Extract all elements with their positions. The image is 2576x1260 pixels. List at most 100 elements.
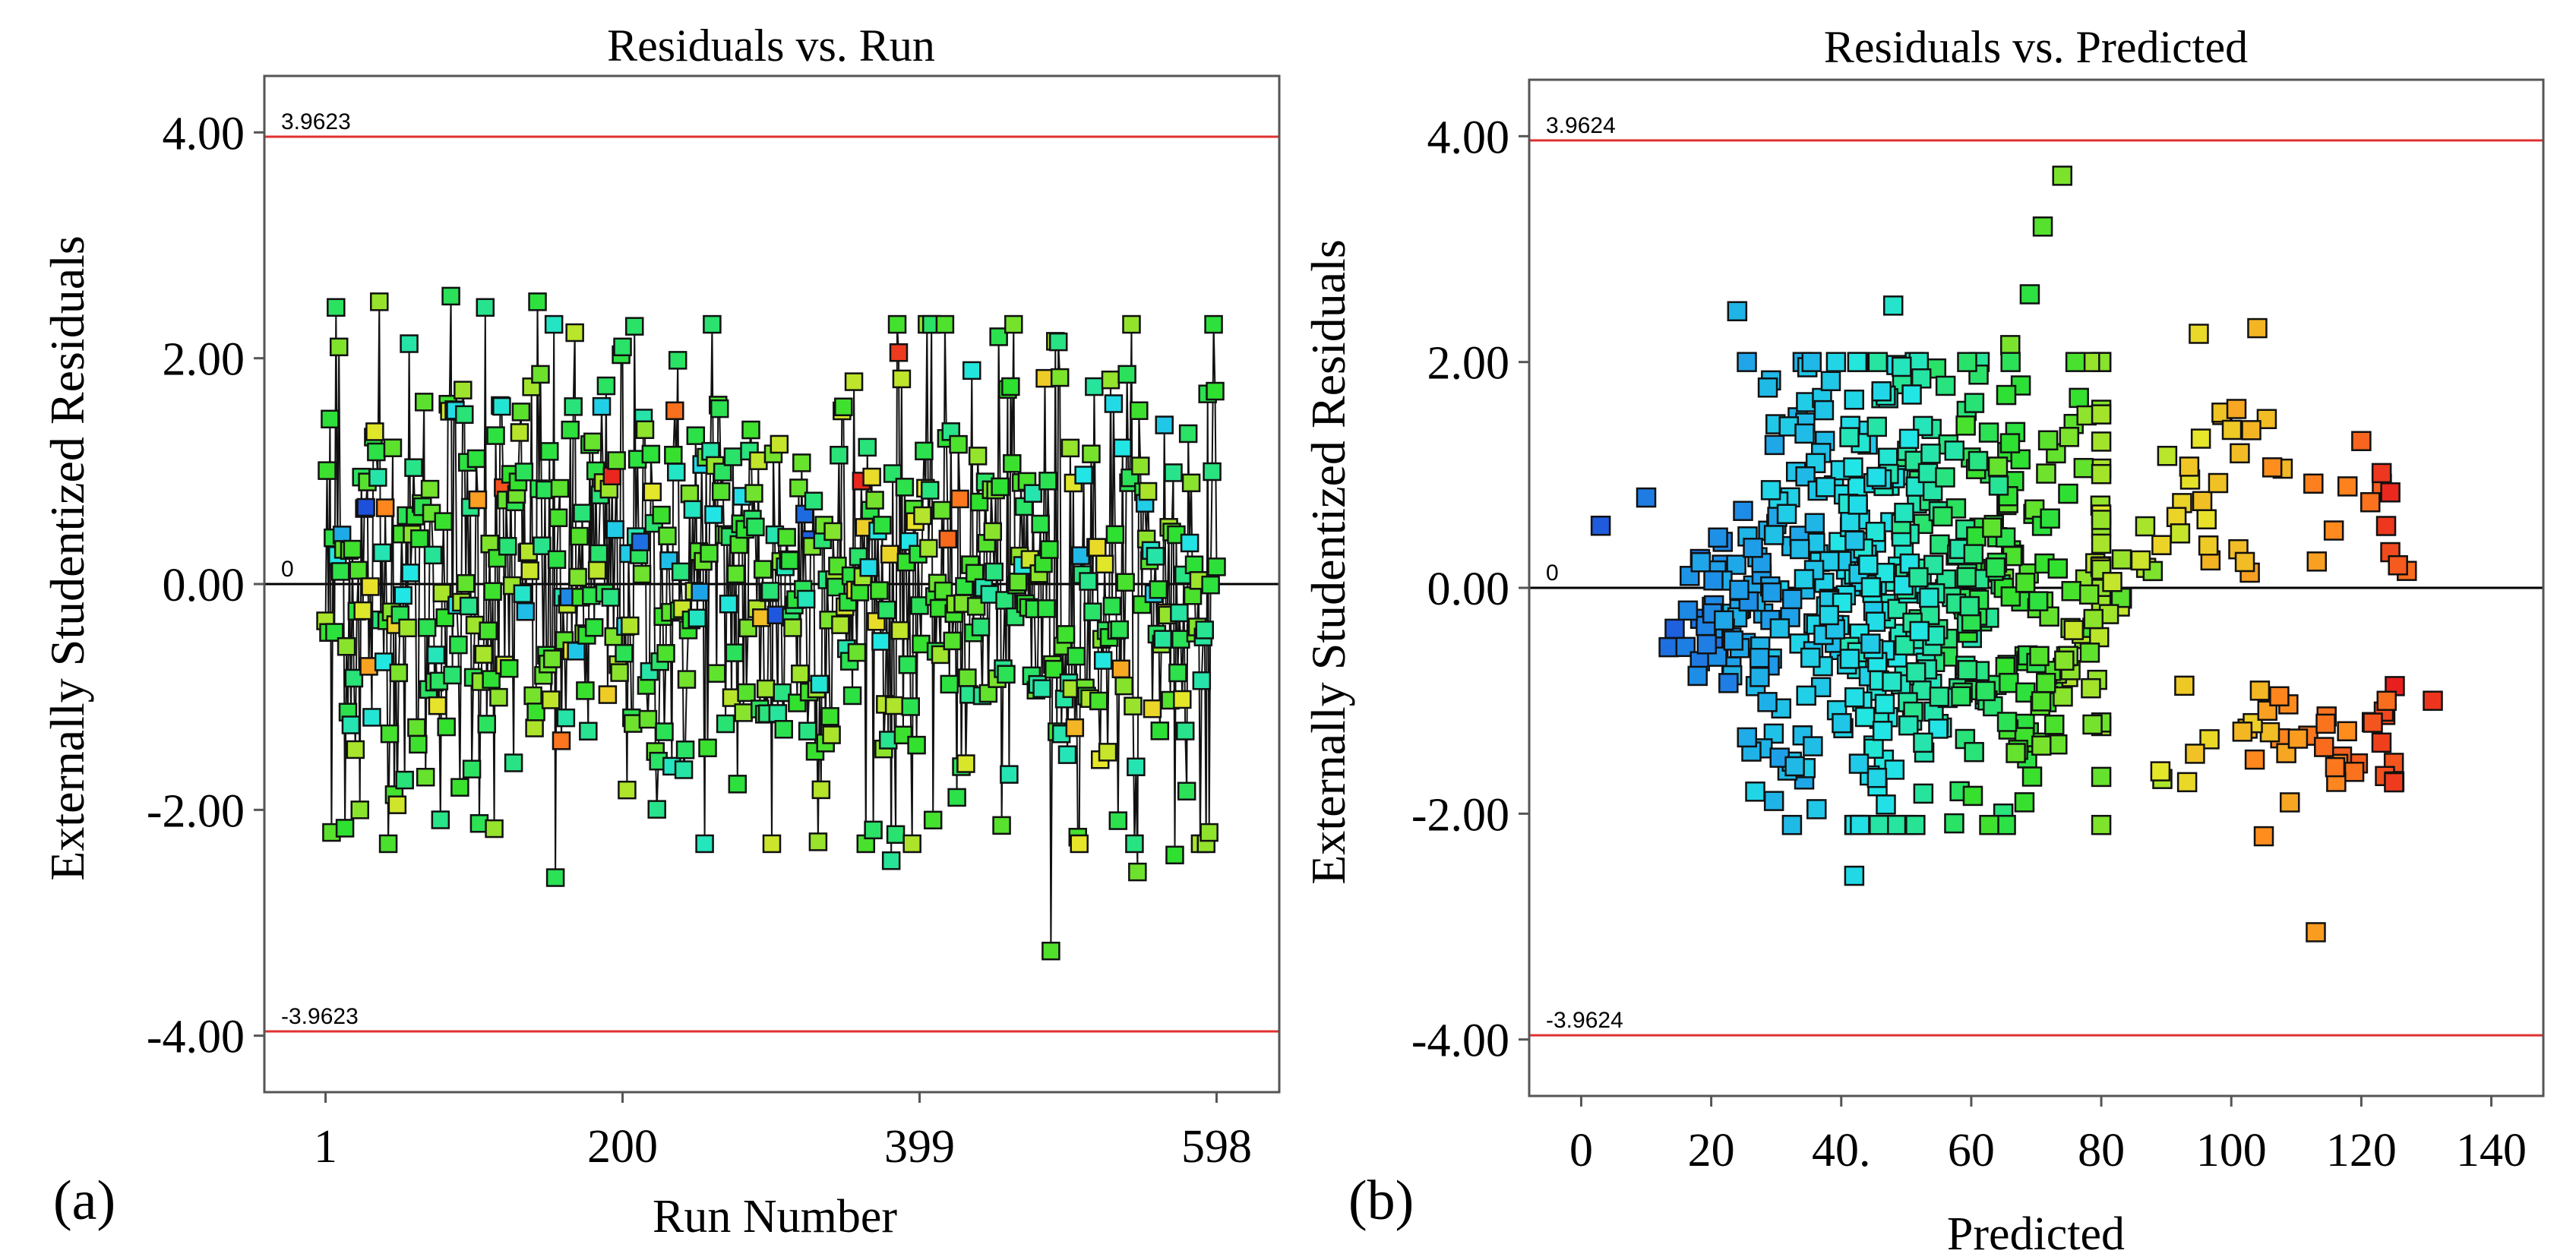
data-point [635,420,655,440]
data-point [416,767,435,787]
data-point [1723,630,1744,651]
data-point [325,623,344,642]
data-point [1813,399,1835,421]
data-point [1122,314,1141,334]
data-point [489,687,508,707]
data-point [1079,572,1098,591]
data-point [618,780,637,800]
data-point [792,453,811,472]
data-point [1933,506,1953,527]
data-point [1677,600,1699,621]
data-point [2371,463,2392,484]
data-point [780,551,799,570]
data-point [1040,540,1059,559]
x-tick-label: 200 [587,1121,658,1173]
data-point [638,709,658,729]
data-point [1168,663,1187,683]
data-point [1985,557,2006,578]
data-point [770,434,789,454]
data-point [394,586,412,605]
data-point [887,314,907,334]
data-point [989,327,1008,346]
data-point [621,616,640,636]
data-point [459,596,479,616]
data-point [1844,530,1865,551]
data-point [400,334,419,353]
data-point [398,618,417,638]
data-point [1908,567,1929,588]
data-point [1199,823,1218,842]
data-point [1963,544,1984,564]
data-point [804,491,823,510]
data-point [2303,473,2324,494]
data-point [441,286,460,306]
data-point [541,690,561,709]
data-point [1757,692,1778,712]
data-point [2091,510,2112,530]
data-point [1815,477,1836,497]
data-point [1929,687,1950,707]
data-point [2249,681,2271,701]
data-point [762,834,782,854]
data-point [1894,502,1914,523]
data-point [2174,675,2195,696]
data-point [822,725,841,744]
data-point [2360,492,2381,513]
data-point [1703,570,1724,591]
data-point [1128,862,1147,882]
data-point [2337,476,2358,497]
data-point [1733,501,1753,521]
data-point [526,703,545,722]
data-point [1844,865,1865,886]
data-point [971,617,991,636]
data-point [1164,463,1183,482]
data-point [2083,608,2104,630]
data-point [592,396,612,416]
chart-title: Residuals vs. Run [607,21,935,71]
data-point [1070,834,1089,854]
data-point [2078,584,2100,605]
data-point [895,478,915,497]
data-point [1658,636,1679,658]
chart-title: Residuals vs. Predicted [1824,22,2248,72]
data-point [2323,520,2344,541]
data-point [2047,558,2069,579]
data-point [716,714,735,734]
data-point [1749,647,1770,668]
data-point [1804,513,1825,533]
data-point [417,618,437,637]
data-point [483,582,502,601]
data-point [889,343,909,362]
data-point [2059,427,2080,447]
plot-frame [1528,78,2545,1097]
data-point [1884,759,1905,780]
data-point [834,397,853,416]
data-point [1636,487,1657,508]
data-point [511,403,531,422]
data-point [380,724,400,744]
data-point [525,718,544,737]
data-point [414,393,434,412]
data-point [1844,687,1865,708]
data-point [773,683,792,703]
data-point [431,810,450,829]
data-point [1781,814,1803,835]
plot-marks [1590,166,2443,943]
data-point [1898,428,1920,450]
data-point [1098,743,1117,762]
data-point [2021,766,2043,787]
x-tick-label: 80 [2078,1125,2125,1176]
data-point [704,505,723,524]
data-point [1067,646,1086,666]
data-point [1860,577,1882,598]
data-point [1917,463,1939,484]
data-point [2053,686,2073,707]
data-point [556,708,576,728]
data-point [1935,375,1956,396]
data-point [2081,677,2101,699]
data-point [466,449,486,469]
data-point [1138,482,1158,501]
data-point [474,645,494,664]
data-point [844,372,864,391]
data-point [362,708,381,727]
